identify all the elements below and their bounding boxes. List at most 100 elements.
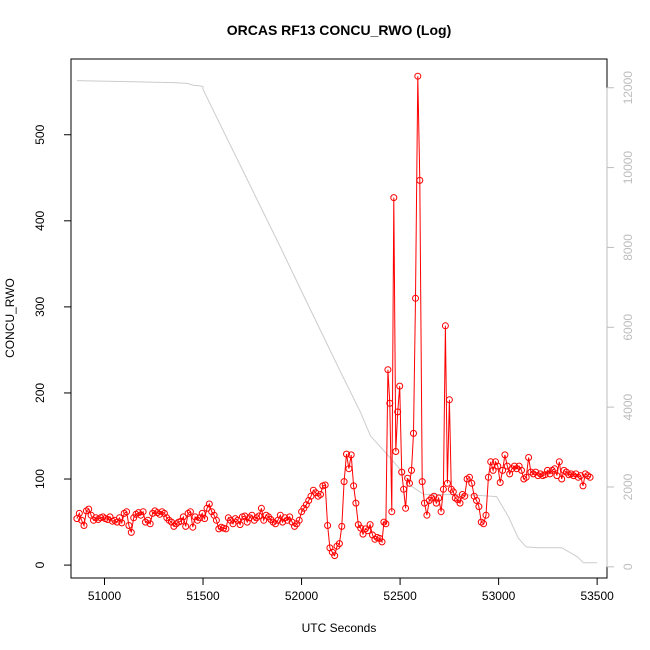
- data-point: [80, 522, 88, 529]
- data-point: [236, 521, 244, 529]
- data-point: [414, 72, 422, 80]
- data-point: [482, 511, 490, 519]
- data-point: [501, 451, 509, 459]
- y2-tick-label: 6000: [621, 314, 635, 341]
- data-point: [317, 491, 324, 498]
- y2-tick-label: 2000: [621, 473, 635, 500]
- data-point: [496, 479, 504, 486]
- altitude-series-line: [76, 80, 598, 564]
- data-point: [402, 504, 410, 512]
- data-point: [347, 451, 355, 459]
- data-point: [255, 512, 263, 520]
- data-point: [146, 520, 154, 528]
- y2-tick-label: 8000: [621, 234, 635, 261]
- data-point: [335, 540, 343, 548]
- data-point: [489, 466, 497, 474]
- y-axis-label: CONCU_RWO: [3, 278, 17, 358]
- y2-tick-label: 0: [621, 563, 635, 570]
- data-point: [398, 468, 406, 476]
- data-point: [418, 478, 426, 486]
- x-tick-label: 51500: [186, 589, 220, 603]
- data-point: [272, 520, 279, 528]
- data-point: [410, 429, 417, 437]
- data-point: [179, 513, 187, 521]
- data-point: [532, 468, 540, 476]
- data-point: [480, 520, 488, 528]
- data-point: [468, 479, 476, 487]
- data-point: [130, 514, 138, 522]
- data-point: [416, 176, 424, 184]
- y-tick-label: 500: [33, 124, 47, 144]
- data-point: [439, 485, 447, 493]
- data-point: [577, 472, 585, 480]
- y-tick-label: 200: [33, 383, 47, 403]
- x-tick-label: 52000: [285, 589, 319, 603]
- data-point: [525, 454, 533, 461]
- data-point: [338, 522, 346, 530]
- x-tick-label: 53000: [482, 589, 516, 603]
- y-tick-label: 400: [33, 210, 47, 230]
- data-point: [376, 534, 384, 542]
- data-point: [522, 473, 530, 481]
- plot-frame: [70, 58, 608, 579]
- data-point: [443, 479, 451, 487]
- series-layer: [73, 72, 598, 564]
- x-tick-label: 52500: [383, 589, 417, 603]
- data-point: [473, 497, 480, 504]
- data-point: [388, 508, 396, 516]
- x-axis: 51000 51500 52000 52500 53000 53500: [88, 577, 614, 603]
- data-point: [412, 294, 419, 302]
- data-point: [366, 521, 374, 529]
- data-point: [546, 470, 554, 478]
- y2-tick-label: 12000: [621, 71, 635, 105]
- x-tick-label: 51000: [88, 589, 122, 603]
- data-point: [371, 535, 379, 543]
- data-point: [340, 478, 348, 486]
- data-point: [384, 366, 392, 374]
- data-point: [406, 479, 413, 487]
- data-point: [182, 522, 190, 530]
- data-point: [222, 525, 230, 533]
- data-point: [423, 511, 431, 519]
- data-point: [445, 396, 453, 404]
- data-point: [466, 473, 473, 481]
- data-point: [394, 408, 402, 416]
- data-point: [487, 458, 495, 466]
- data-point: [227, 516, 235, 524]
- data-point: [345, 465, 353, 473]
- data-point: [449, 488, 457, 496]
- data-point: [382, 520, 390, 528]
- data-point: [85, 505, 93, 513]
- data-point: [400, 485, 408, 493]
- data-point: [461, 492, 469, 500]
- data-point: [82, 507, 90, 515]
- data-point: [295, 516, 303, 524]
- chart-title: ORCAS RF13 CONCU_RWO (Log): [227, 22, 452, 38]
- data-point: [392, 448, 400, 455]
- y-tick-label: 100: [33, 469, 47, 489]
- data-point: [494, 462, 502, 470]
- data-point: [352, 499, 360, 507]
- data-point: [378, 538, 386, 546]
- data-point: [586, 473, 594, 481]
- data-point: [386, 399, 394, 407]
- data-point: [499, 466, 507, 474]
- data-point: [390, 194, 398, 202]
- data-point: [293, 520, 301, 528]
- data-point: [380, 518, 388, 526]
- data-point: [551, 465, 559, 473]
- x-tick-label: 53500: [580, 589, 614, 603]
- x-axis-label: UTC Seconds: [302, 621, 377, 635]
- data-point: [484, 473, 492, 481]
- data-point: [558, 475, 566, 483]
- data-point: [189, 523, 197, 531]
- data-point: [408, 466, 415, 474]
- data-point: [555, 458, 563, 466]
- y2-tick-label: 4000: [621, 393, 635, 420]
- data-point: [144, 516, 152, 524]
- data-point: [518, 466, 525, 474]
- data-point: [321, 481, 329, 489]
- data-point: [212, 516, 220, 524]
- data-point: [186, 508, 194, 516]
